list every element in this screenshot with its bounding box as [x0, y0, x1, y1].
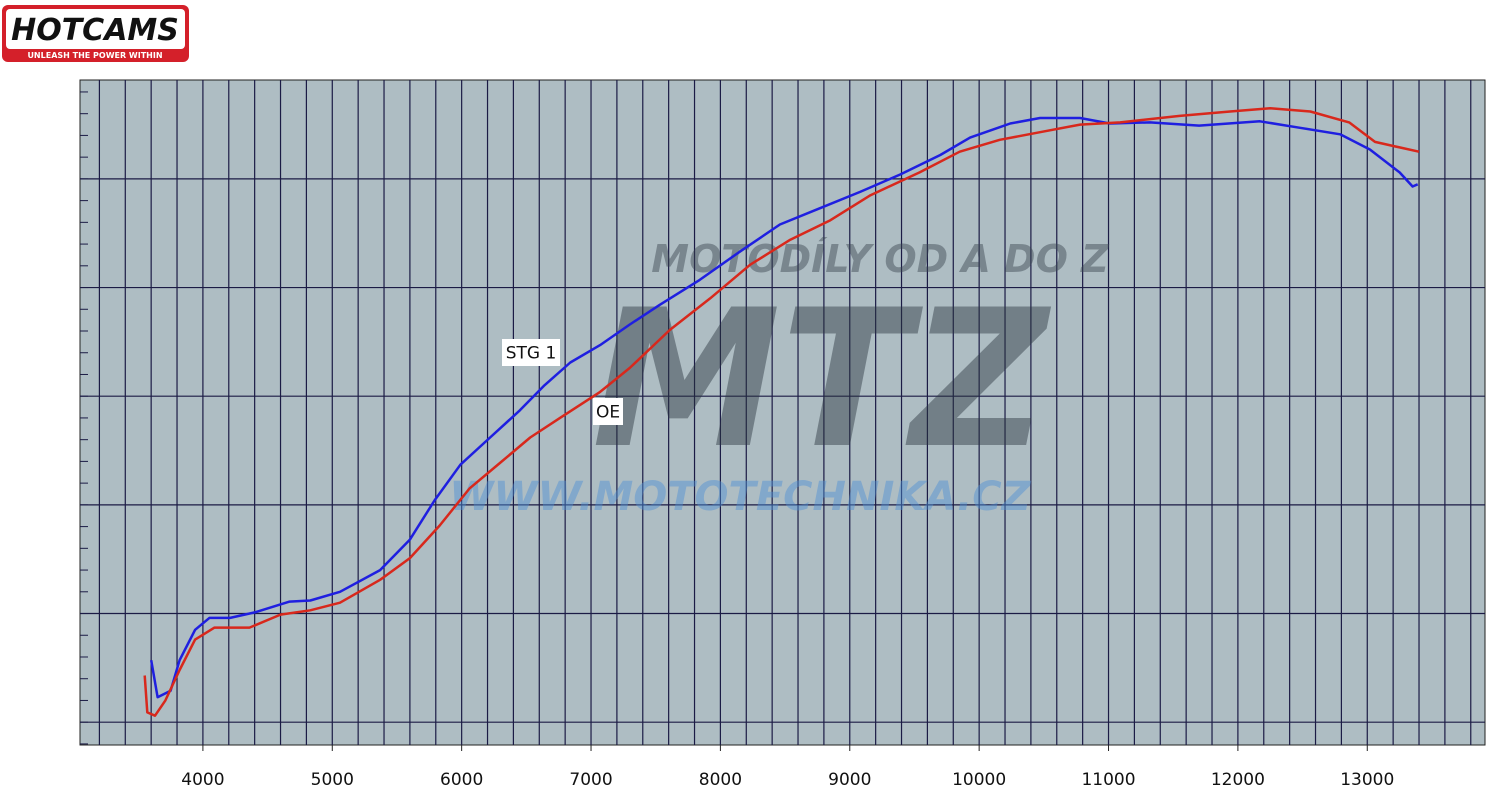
logo-inner	[6, 9, 185, 49]
x-tick-label: 7000	[569, 770, 612, 790]
plot-area	[79, 79, 1486, 746]
x-tick-label: 5000	[311, 770, 354, 790]
logo: HOTCAMS UNLEASH THE POWER WITHIN	[2, 5, 189, 62]
x-tick-label: 11000	[1081, 770, 1135, 790]
logo-brand: HOTCAMS	[11, 13, 179, 48]
lines	[143, 107, 1420, 717]
annotation: STG 1	[506, 344, 557, 364]
x-tick-label: 13000	[1340, 770, 1394, 790]
x-axis: 4000 5000 6000 7000 8000 9000 10000 11000 12000 1…	[181, 745, 1394, 790]
x-tick-label: 4000	[181, 770, 224, 790]
x-tick-label: 8000	[699, 770, 742, 790]
x-tick-label: 6000	[440, 770, 483, 790]
logo-slogan: UNLEASH THE POWER WITHIN	[27, 51, 162, 60]
annotation: OE	[596, 403, 620, 423]
series-line	[143, 107, 1420, 717]
grid	[80, 80, 1485, 745]
watermark: MOTODÍLY OD A DO Z MTZ WWW.MOTOTECHNIKA.…	[449, 237, 1110, 520]
x-tick-label: 12000	[1211, 770, 1265, 790]
x-tick-label: 9000	[828, 770, 871, 790]
watermark-mark: MTZ	[592, 269, 1052, 490]
annotation-box	[593, 398, 623, 425]
annotations: STG 1 OE	[502, 339, 623, 425]
watermark-url: WWW.MOTOTECHNIKA.CZ	[449, 474, 1031, 520]
annotation-box	[502, 339, 560, 366]
series-line	[149, 116, 1419, 699]
x-tick-label: 10000	[952, 770, 1006, 790]
